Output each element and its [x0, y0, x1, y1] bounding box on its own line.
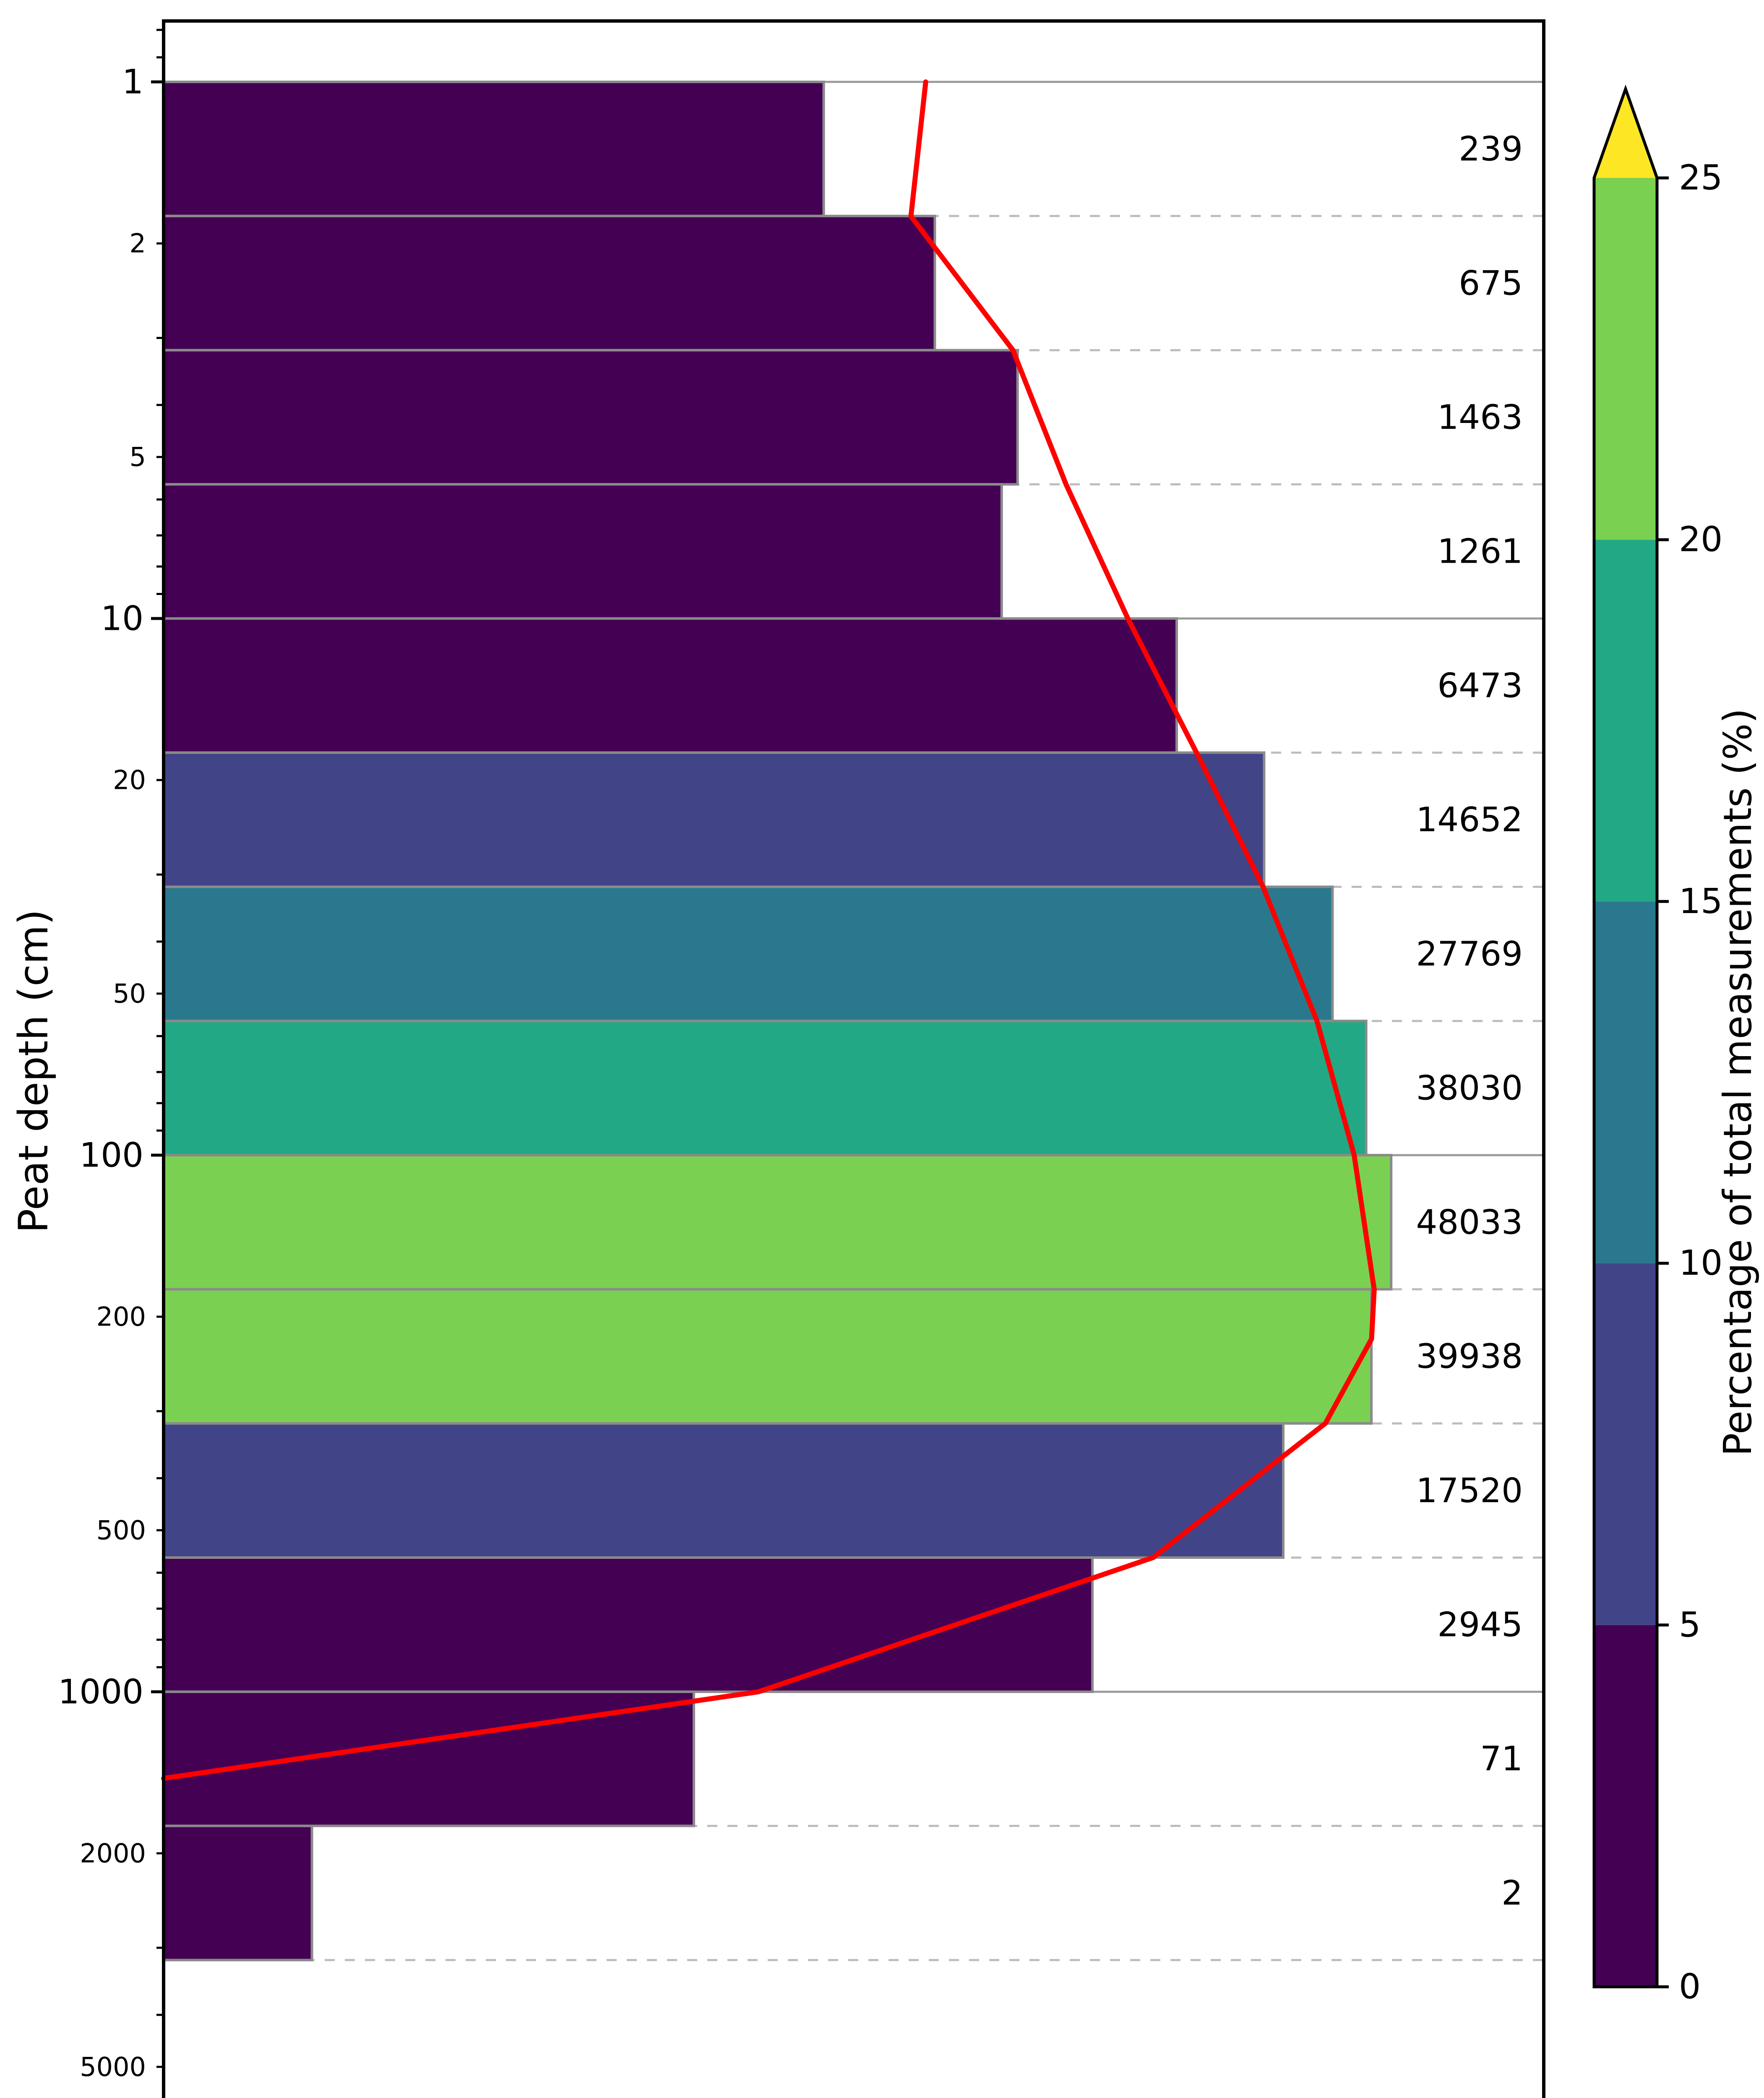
y-minor-tick-label: 20: [113, 765, 146, 796]
colorbar-tick-label: 10: [1679, 1243, 1722, 1283]
bar-value-label: 17520: [1416, 1471, 1523, 1510]
fit-line-layer: [161, 79, 1377, 1781]
colorbar-label-wrap: Percentage of total measurements (%): [1712, 178, 1764, 1987]
fit-line: [161, 79, 1377, 1781]
colorbar-tick-label: 25: [1679, 158, 1722, 198]
axes-layer: 1001011021031041051101001000252050200500…: [58, 19, 1545, 2098]
y-axis-label: Peat depth (cm): [10, 909, 57, 1233]
colorbar-label: Percentage of total measurements (%): [1715, 708, 1760, 1456]
colorbar-segment: [1594, 1625, 1657, 1987]
bar-value-label: 239: [1459, 130, 1523, 169]
colorbar-layer: 0 5 10 15 20 25: [1592, 84, 1722, 2007]
colorbar-tick-label: 5: [1679, 1605, 1701, 1645]
histogram-bar: [162, 885, 1334, 1023]
histogram-bar: [162, 349, 1019, 486]
bar-value-label: 27769: [1416, 934, 1523, 973]
bar-value-label: 71: [1480, 1739, 1523, 1778]
bar-value-label: 1463: [1437, 398, 1523, 437]
bar-value-label: 39938: [1416, 1337, 1523, 1376]
y-minor-tick-label: 5000: [80, 2051, 146, 2082]
colorbar-outline: [1592, 84, 1659, 1988]
y-tick-label: 1: [122, 63, 143, 102]
y-tick-label: 1000: [58, 1672, 143, 1711]
y-axis-label-wrap: Peat depth (cm): [6, 21, 61, 2098]
colorbar-segment: [1594, 540, 1657, 902]
bar-value-label: 1261: [1437, 532, 1523, 571]
y-minor-tick-label: 200: [96, 1301, 146, 1332]
histogram-bar: [162, 751, 1266, 888]
bar-value-label: 48033: [1416, 1203, 1523, 1242]
y-minor-tick-label: 50: [113, 978, 146, 1009]
histogram-bar: [162, 1153, 1393, 1291]
colorbar-over-arrow: [1594, 89, 1657, 178]
histogram-bar: [162, 1288, 1373, 1425]
bar-value-label: 14652: [1416, 800, 1523, 839]
y-minor-tick-label: 2000: [80, 1838, 146, 1868]
colorbar-segment: [1594, 178, 1657, 540]
histogram-bar: [162, 81, 825, 217]
bar-value-labels-layer: 239 675 1463 1261 6473 14652 27769 38030 48033 39…: [1416, 130, 1523, 1913]
colorbar-segment: [1594, 1263, 1657, 1625]
colorbar-tick-label: 15: [1679, 882, 1722, 921]
y-minor-tick-label: 2: [130, 228, 146, 259]
histogram-bar: [162, 483, 1003, 620]
y-tick-label: 100: [79, 1135, 143, 1174]
histogram-bar: [162, 617, 1178, 754]
bar-value-label: 2945: [1437, 1605, 1523, 1644]
histogram-bar: [162, 1824, 313, 1962]
bars-layer: [162, 81, 1393, 1962]
histogram-bar: [162, 1020, 1368, 1156]
bar-value-label: 675: [1459, 264, 1523, 303]
bar-value-label: 6473: [1437, 666, 1523, 705]
y-minor-tick-label: 5: [130, 442, 146, 472]
y-minor-tick-label: 500: [96, 1515, 146, 1545]
y-tick-label: 10: [101, 599, 143, 638]
colorbar-tick-label: 0: [1679, 1967, 1701, 2007]
histogram-bar: [162, 214, 936, 352]
histogram-bar: [162, 1422, 1285, 1559]
colorbar-segment: [1594, 901, 1657, 1263]
colorbar-tick-label: 20: [1679, 520, 1722, 560]
bar-value-label: 38030: [1416, 1069, 1523, 1108]
bar-value-label: 2: [1501, 1874, 1523, 1913]
